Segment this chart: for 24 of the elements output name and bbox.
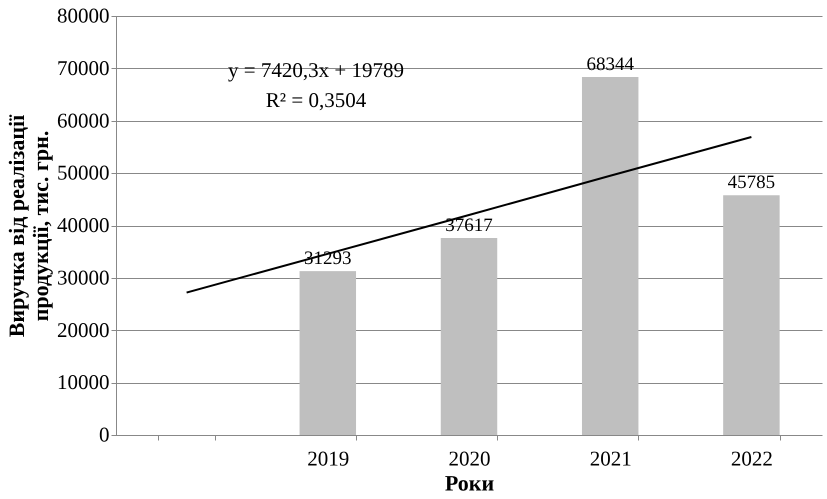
x-tick-label: 2022 (730, 446, 773, 470)
y-tick-label: 30000 (57, 265, 110, 290)
y-axis-title: Виручка від реалізації продукції, тис. грн. (4, 114, 53, 338)
y-tick-label: 0 (99, 422, 110, 446)
annotation: y = 7420,3x + 19789 (228, 58, 404, 82)
bar (582, 77, 638, 435)
bar (300, 271, 356, 435)
y-tick-label: 70000 (57, 56, 110, 80)
y-tick-label: 10000 (57, 370, 110, 394)
y-tick-label: 20000 (57, 318, 110, 342)
x-tick-label: 2020 (448, 446, 490, 470)
data-label: 45785 (728, 172, 776, 194)
y-tick-label: 60000 (57, 108, 110, 132)
x-tick-label: 2019 (307, 446, 350, 470)
y-tick-label: 40000 (57, 213, 110, 237)
x-tick-label: 2021 (590, 446, 632, 470)
bar (723, 195, 780, 435)
annotation: R² = 0,3504 (266, 88, 367, 112)
data-label: 68344 (586, 54, 634, 76)
bar (440, 238, 498, 435)
y-tick-label: 50000 (57, 160, 110, 185)
data-label: 37617 (445, 214, 493, 236)
x-axis-title: Роки (444, 470, 494, 496)
y-tick-label: 80000 (57, 4, 110, 28)
